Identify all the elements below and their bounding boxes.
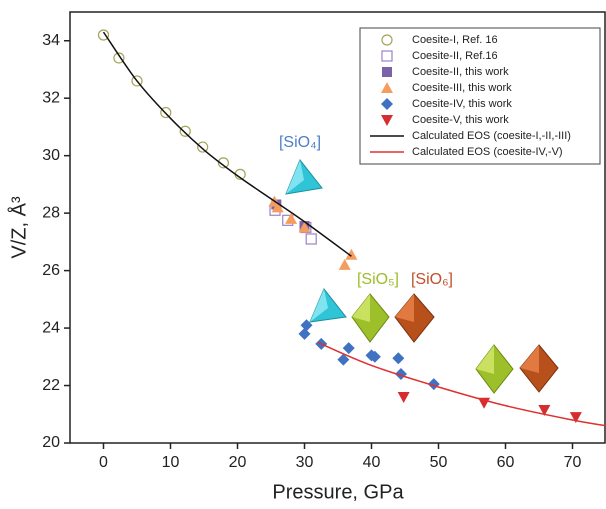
marker — [345, 248, 358, 260]
tetrahedron-face — [286, 160, 304, 194]
marker — [381, 50, 393, 62]
legend-label: Coesite-II, Ref.16 — [412, 50, 498, 62]
eos-line — [102, 31, 352, 257]
marker — [397, 392, 410, 404]
marker — [381, 115, 393, 126]
octahedron-face — [395, 294, 414, 322]
eos-line — [317, 341, 606, 427]
annotation: [SiO₄] — [279, 134, 321, 151]
legend-label: Coesite-II, this work — [412, 66, 509, 78]
marker — [338, 258, 351, 270]
marker — [392, 352, 405, 365]
legend-box — [359, 27, 601, 165]
x-tick-label: 60 — [497, 454, 515, 471]
x-tick-label: 20 — [229, 454, 247, 471]
x-tick-label: 10 — [162, 454, 180, 471]
y-tick-label: 20 — [42, 434, 60, 451]
marker — [538, 404, 551, 416]
marker — [300, 319, 313, 332]
x-tick-label: 50 — [430, 454, 448, 471]
x-axis-title: Pressure, GPa — [272, 481, 404, 503]
marker — [368, 350, 381, 363]
x-tick-label: 70 — [564, 454, 582, 471]
octahedron-face — [352, 294, 370, 322]
x-tick-label: 0 — [99, 454, 108, 471]
annotation: [SiO₅] — [357, 271, 399, 288]
marker — [197, 141, 209, 153]
x-tick-label: 30 — [296, 454, 314, 471]
legend: Coesite-I, Ref. 16 Coesite-II, Ref.16 Coes… — [359, 27, 601, 165]
y-tick-label: 24 — [42, 319, 60, 336]
octahedron-face — [520, 345, 539, 373]
legend-label: Coesite-III, this work — [412, 82, 512, 94]
marker — [131, 75, 143, 87]
y-axis-title: V/Z, Å³ — [7, 196, 30, 259]
marker — [271, 201, 284, 213]
legend-label: Coesite-IV, this work — [412, 98, 512, 110]
octahedron-face — [476, 345, 494, 374]
y-tick-label: 22 — [42, 377, 60, 394]
x-tick-label: 40 — [363, 454, 381, 471]
tetrahedron-face — [310, 289, 328, 322]
annotation: [SiO₆] — [411, 271, 453, 288]
marker — [381, 82, 393, 93]
marker — [298, 221, 311, 233]
marker — [381, 34, 393, 46]
marker — [342, 342, 355, 355]
y-tick-label: 34 — [42, 32, 60, 49]
marker — [381, 98, 393, 110]
marker — [285, 212, 298, 224]
marker — [97, 29, 110, 41]
marker — [298, 327, 311, 340]
legend-label: Coesite-V, this work — [412, 114, 509, 126]
y-tick-label: 28 — [42, 204, 60, 221]
marker — [179, 125, 191, 137]
polyhedra — [285, 159, 559, 394]
marker — [160, 106, 172, 119]
plot-frame — [69, 11, 606, 444]
marker — [113, 52, 125, 64]
marker — [382, 67, 392, 77]
y-tick-label: 32 — [42, 89, 60, 106]
marker — [569, 412, 582, 424]
legend-label: Calculated EOS (coesite-I,-II,-III) — [412, 130, 571, 142]
marker — [217, 157, 230, 169]
y-tick-label: 30 — [42, 147, 60, 164]
legend-label: Calculated EOS (coesite-IV,-V) — [412, 146, 563, 158]
y-tick-label: 26 — [42, 262, 60, 279]
marker — [305, 233, 317, 245]
legend-label: Coesite-I, Ref. 16 — [412, 34, 498, 46]
marker — [337, 353, 350, 366]
